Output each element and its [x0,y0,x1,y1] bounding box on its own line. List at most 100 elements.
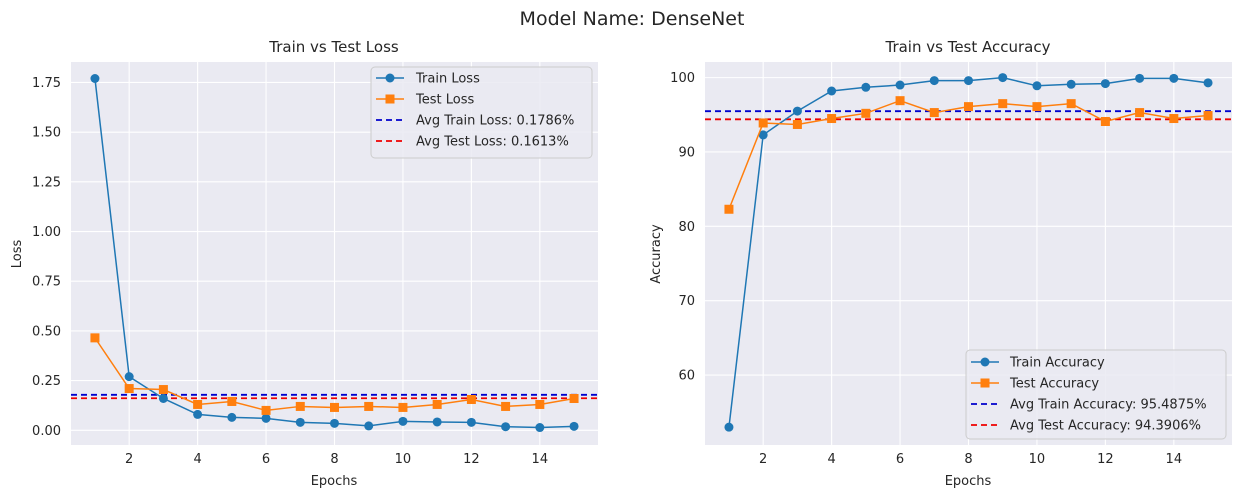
loss-test-point [398,402,408,412]
loss-train-point [501,422,511,432]
loss-y-tick-label: 0.50 [32,324,61,339]
accuracy-test-point [1100,116,1110,126]
loss-test-point [330,402,339,412]
accuracy-y-axis-label: Accuracy [649,224,664,284]
loss-y-ticks: 0.00 0.25 0.50 0.75 1.00 1.25 1.50 1.75 [32,76,61,439]
loss-train-point [124,372,134,382]
accuracy-y-ticks: 60 70 80 90 100 [670,71,695,383]
accuracy-y-tick-label: 90 [678,145,695,160]
accuracy-x-tick-label: 14 [1166,452,1183,467]
legend-avg-test-accuracy-label: Avg Test Accuracy: 94.3906% [1010,419,1201,434]
loss-test-point [193,399,203,409]
accuracy-x-axis-label: Epochs [945,474,992,489]
legend-avg-test-loss-label: Avg Test Loss: 0.1613% [416,135,569,150]
legend-train-accuracy-marker [980,357,990,367]
loss-panel-title: Train vs Test Loss [268,38,399,56]
loss-y-tick-label: 1.00 [32,225,61,240]
loss-series [90,73,579,433]
loss-test-point [227,396,237,406]
loss-train-point [227,412,237,422]
loss-x-tick-label: 14 [532,452,549,467]
accuracy-train-point [1066,79,1076,89]
accuracy-train-point [964,76,973,86]
loss-train-point [432,417,442,427]
loss-legend-box [370,66,593,159]
accuracy-train-point [1135,73,1145,83]
loss-train-point [261,413,271,423]
loss-test-point [261,405,271,415]
legend-avg-train-loss-label: Avg Train Loss: 0.1786% [416,114,574,129]
accuracy-average-lines [705,110,1232,121]
loss-average-lines [71,393,598,400]
legend-test-loss-marker [385,94,395,104]
accuracy-test-point [1135,108,1145,118]
loss-test-point [295,401,305,411]
loss-train-point [364,421,374,431]
loss-train-point [295,417,305,427]
loss-train-point [398,416,408,426]
accuracy-train-point [929,76,939,86]
accuracy-train-point [998,73,1008,83]
accuracy-train-point [1203,78,1213,88]
accuracy-train-point [1100,79,1110,89]
accuracy-x-ticks: 2 4 6 8 10 12 14 [759,452,1182,467]
loss-test-point [569,393,579,403]
loss-train-point [330,418,339,428]
loss-train-point [569,421,579,431]
accuracy-test-point [827,114,837,124]
accuracy-test-point [895,96,905,106]
accuracy-train-point [1032,81,1042,91]
loss-y-tick-label: 1.75 [32,76,61,91]
loss-x-tick-label: 12 [463,452,480,467]
loss-train-point [535,423,545,433]
accuracy-train-point [827,86,837,96]
loss-y-tick-label: 0.00 [32,424,61,439]
accuracy-legend: Train Accuracy Test Accuracy Avg Train A… [965,349,1227,440]
loss-test-point [364,401,374,411]
loss-test-point [535,399,545,409]
loss-train-point [158,393,168,403]
loss-y-tick-label: 1.50 [32,126,61,141]
legend-train-accuracy-label: Train Accuracy [1009,356,1105,371]
accuracy-train-point [724,422,734,432]
legend-test-accuracy-marker [980,378,990,388]
legend-train-loss-label: Train Loss [415,72,480,87]
legend-test-loss-label: Test Loss [415,93,474,108]
figure-suptitle: Model Name: DenseNet [520,8,745,30]
accuracy-test-point [724,204,734,214]
loss-x-tick-label: 6 [262,452,270,467]
loss-test-point [158,385,168,395]
loss-x-axis-label: Epochs [311,474,358,489]
loss-y-axis-label: Loss [10,240,25,269]
accuracy-x-tick-label: 6 [896,452,904,467]
loss-x-tick-label: 8 [330,452,338,467]
accuracy-y-tick-label: 60 [678,369,695,384]
loss-x-ticks: 2 4 6 8 10 12 14 [125,452,548,467]
loss-x-tick-label: 2 [125,452,133,467]
accuracy-train-point [792,106,802,116]
accuracy-train-point [758,130,768,140]
accuracy-test-point [1169,114,1179,124]
accuracy-train-point [895,80,905,90]
legend-test-accuracy-label: Test Accuracy [1009,377,1099,392]
accuracy-x-tick-label: 4 [827,452,835,467]
legend-train-loss-marker [385,73,395,83]
loss-test-point [90,333,100,343]
accuracy-test-point [792,119,802,129]
loss-legend: Train Loss Test Loss Avg Train Loss: 0.1… [370,66,593,159]
accuracy-panel-title: Train vs Test Accuracy [884,38,1050,56]
accuracy-legend-box [965,349,1227,440]
loss-test-point [466,394,476,404]
accuracy-test-point [1032,102,1042,112]
accuracy-x-tick-label: 2 [759,452,767,467]
accuracy-y-tick-label: 70 [678,294,695,309]
accuracy-test-point [1066,99,1076,109]
loss-train-point [466,417,476,427]
loss-grid [71,62,598,445]
loss-test-point [501,401,511,411]
loss-x-tick-label: 10 [395,452,412,467]
accuracy-panel: 2 4 6 8 10 12 14 60 70 80 90 100 Train vs Test Acc… [649,38,1232,489]
loss-y-tick-label: 0.25 [32,374,61,389]
accuracy-test-point [1203,111,1213,121]
